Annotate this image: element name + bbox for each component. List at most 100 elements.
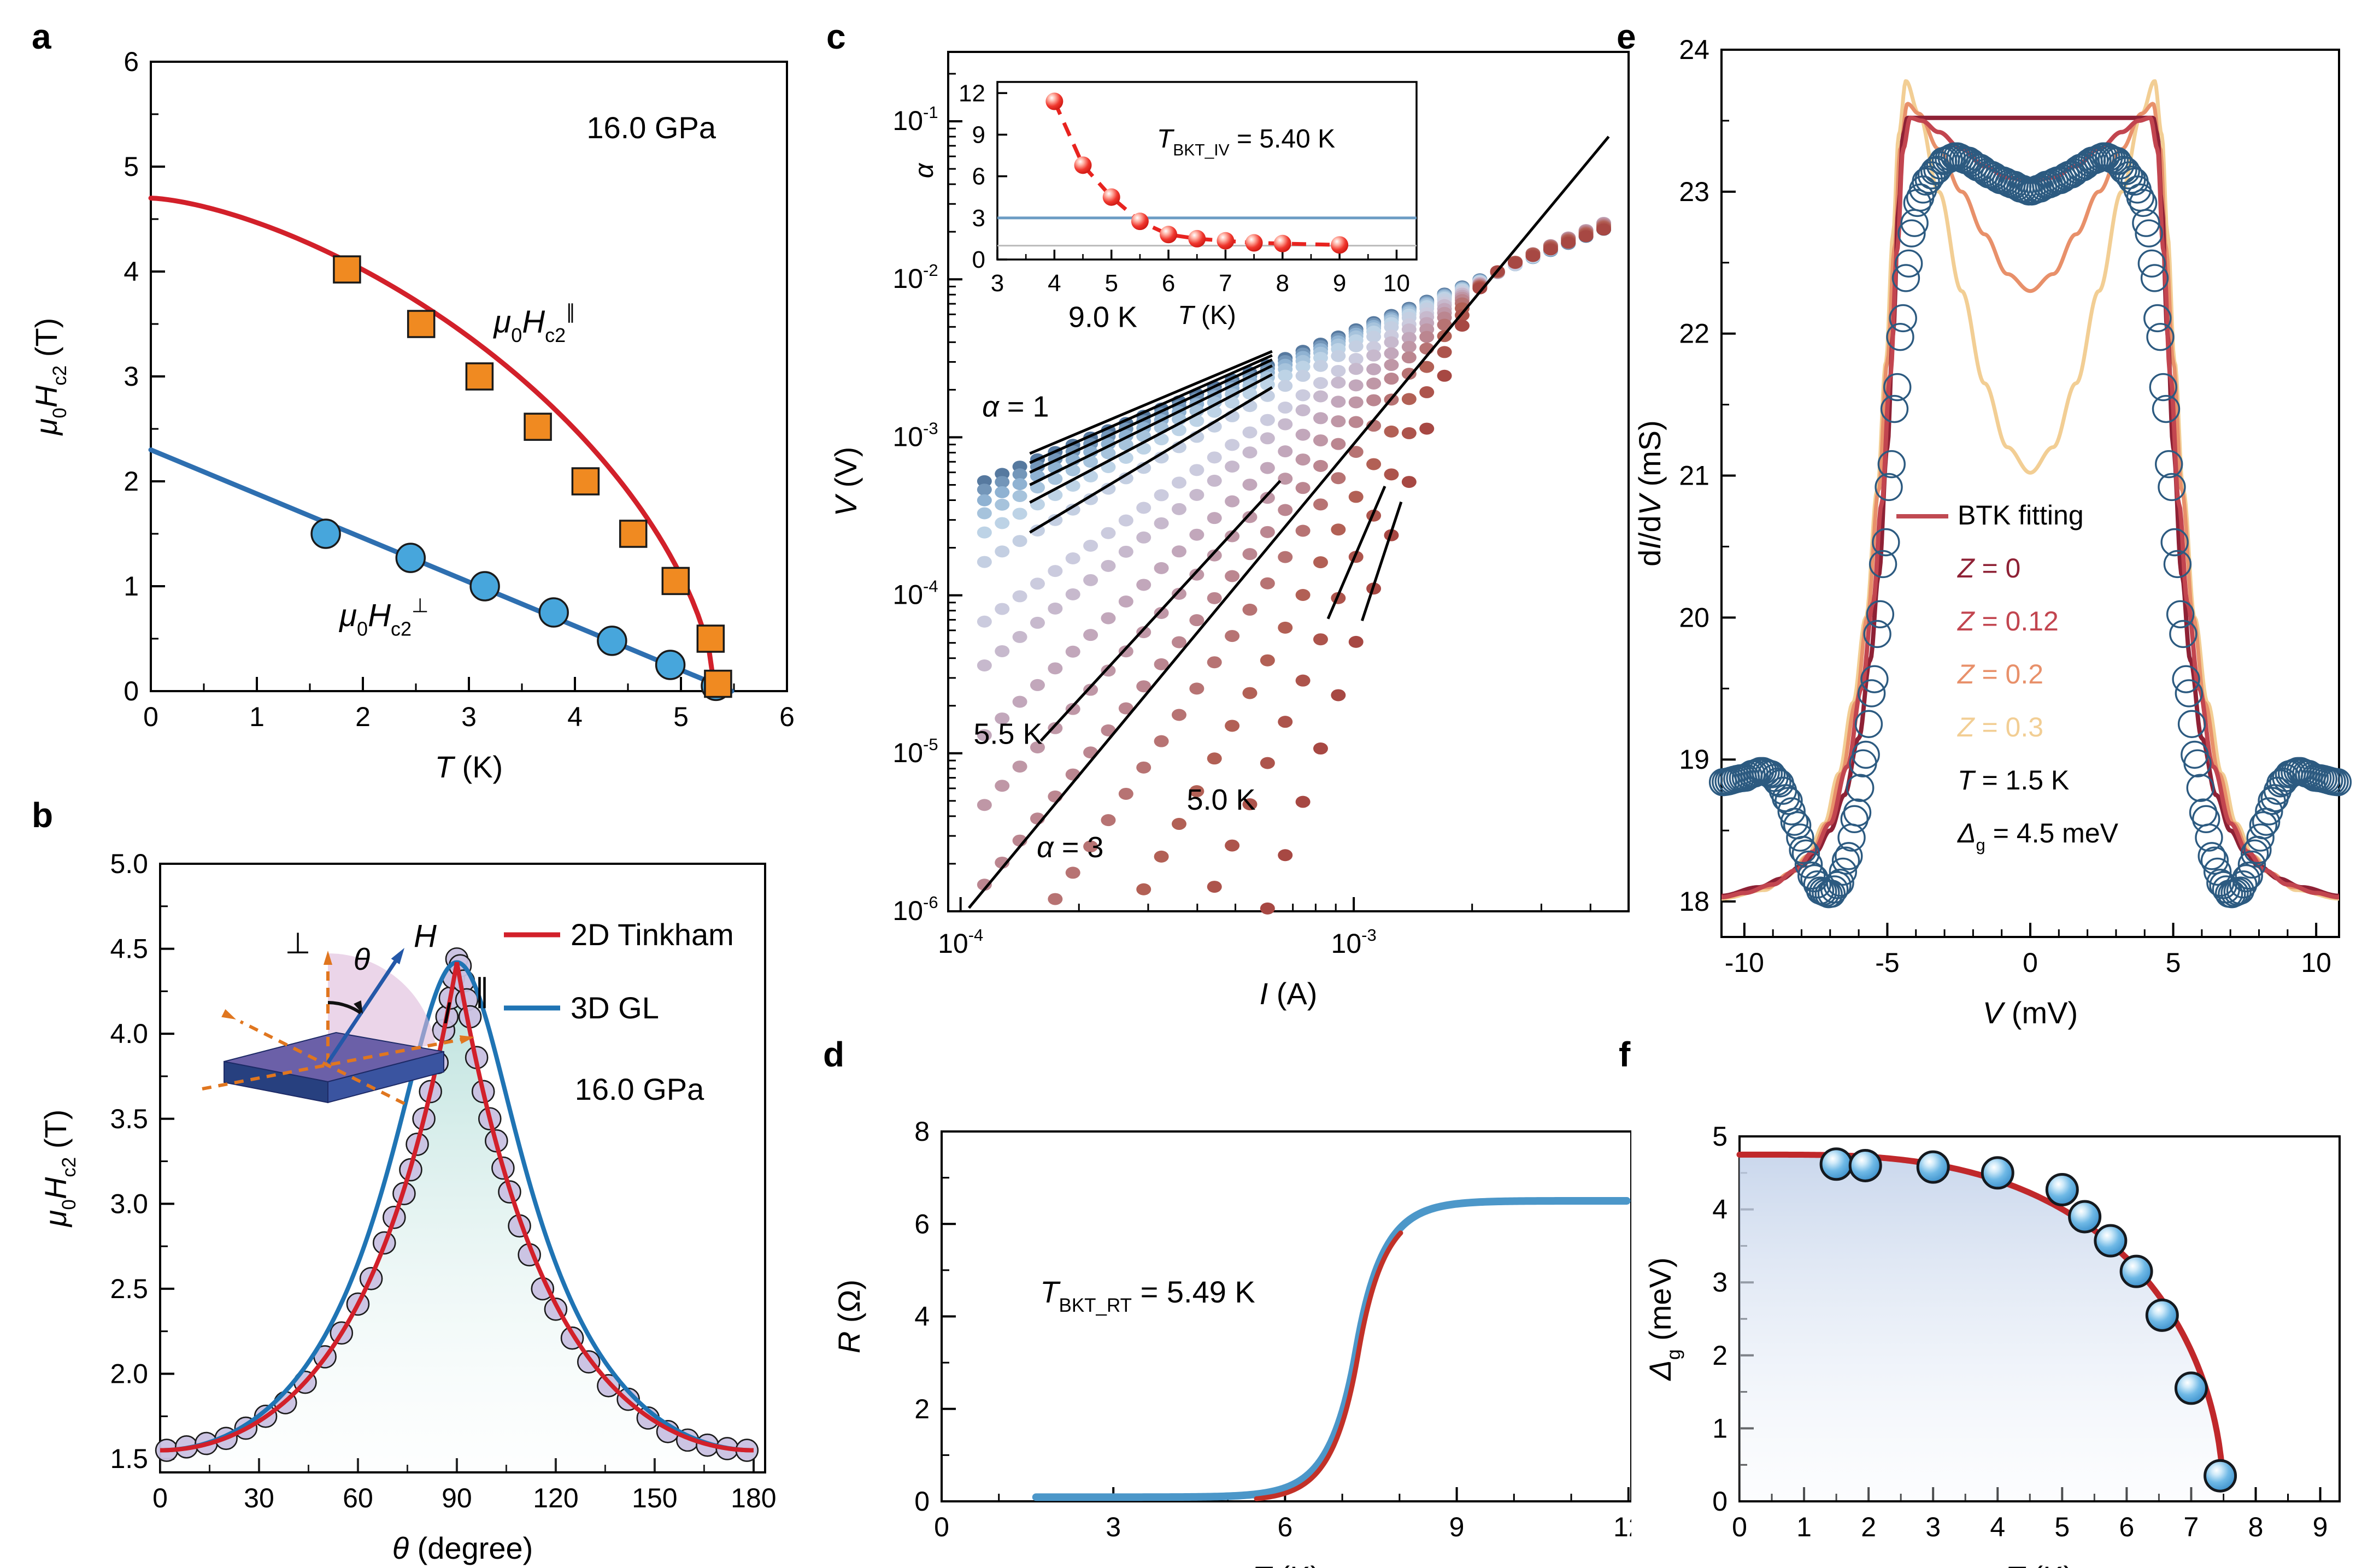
- svg-text:3: 3: [972, 205, 985, 232]
- svg-text:9: 9: [972, 121, 985, 148]
- svg-text:30: 30: [244, 1483, 274, 1513]
- svg-text:150: 150: [632, 1483, 677, 1513]
- svg-text:4: 4: [914, 1301, 930, 1332]
- svg-text:0: 0: [934, 1512, 949, 1542]
- svg-text:0: 0: [124, 676, 139, 706]
- svg-text:μ0Hc2 (T): μ0Hc2 (T): [29, 318, 70, 437]
- svg-text:24: 24: [1679, 34, 1709, 65]
- svg-text:1: 1: [1712, 1413, 1728, 1443]
- svg-text:9: 9: [2313, 1512, 2328, 1542]
- svg-text:3: 3: [991, 270, 1004, 297]
- svg-text:T (K): T (K): [2006, 1560, 2073, 1568]
- svg-text:6: 6: [972, 163, 985, 190]
- svg-text:R (Ω): R (Ω): [832, 1280, 866, 1353]
- svg-text:90: 90: [442, 1483, 472, 1513]
- svg-text:6: 6: [914, 1209, 930, 1239]
- svg-text:4: 4: [1712, 1194, 1728, 1225]
- panel-a-label: a: [32, 17, 51, 56]
- svg-text:7: 7: [2184, 1512, 2199, 1542]
- panel-f-gap-vs-T: 0 1 2 3 4 5 6 7 8 9 0 1 2 3 4 5 T (K) Δg (meV): [1634, 1057, 2362, 1568]
- svg-text:0: 0: [914, 1486, 930, 1517]
- svg-text:5: 5: [1104, 270, 1118, 297]
- svg-text:1: 1: [249, 702, 265, 732]
- svg-text:3: 3: [1712, 1267, 1728, 1298]
- svg-text:10-4: 10-4: [892, 577, 938, 610]
- panel-b-label: b: [32, 795, 54, 835]
- panel-a-hc2-vs-T: 0 1 2 3 4 5 6 0 1 2 3 4 5 6 T (K) μ0Hc2 (T) 16.0 GPa μ0Hc…: [22, 8, 814, 787]
- svg-text:6: 6: [1162, 270, 1175, 297]
- svg-text:3.0: 3.0: [110, 1188, 148, 1219]
- panel-a-chart: 0 1 2 3 4 5 6 0 1 2 3 4 5 6 T (K) μ0Hc2 (T) 16.0 GPa μ0Hc…: [29, 46, 795, 784]
- svg-text:6: 6: [124, 46, 139, 77]
- panel-d-chart: 0 3 6 9 12 0 2 4 6 8 T (K) R (Ω) TBKT_RT = 5.49 K: [832, 1116, 1631, 1568]
- svg-text:8: 8: [914, 1116, 930, 1147]
- svg-text:θ: θ: [354, 942, 370, 976]
- svg-text:3: 3: [461, 702, 477, 732]
- svg-text:5.5 K: 5.5 K: [973, 717, 1042, 750]
- svg-text:T = 1.5 K: T = 1.5 K: [1958, 765, 2069, 795]
- svg-text:T (K): T (K): [1253, 1560, 1320, 1568]
- svg-text:T (K): T (K): [1178, 301, 1236, 330]
- svg-text:6: 6: [1277, 1512, 1292, 1542]
- svg-text:4.0: 4.0: [110, 1018, 148, 1049]
- svg-text:2D Tinkham: 2D Tinkham: [571, 917, 734, 952]
- svg-text:16.0 GPa: 16.0 GPa: [575, 1072, 704, 1106]
- svg-text:3.5: 3.5: [110, 1104, 148, 1134]
- svg-text:V (mV): V (mV): [1983, 995, 2078, 1030]
- svg-text:5: 5: [1712, 1121, 1728, 1152]
- svg-text:5: 5: [2166, 947, 2181, 978]
- svg-text:12: 12: [959, 80, 985, 107]
- svg-text:0: 0: [972, 246, 985, 273]
- panel-d-label: d: [823, 1035, 845, 1074]
- svg-text:T (K): T (K): [435, 750, 503, 784]
- svg-text:4.5: 4.5: [110, 934, 148, 964]
- svg-text:TBKT_RT = 5.49 K: TBKT_RT = 5.49 K: [1040, 1275, 1255, 1316]
- svg-text:3: 3: [124, 361, 139, 392]
- svg-text:5: 5: [2054, 1512, 2070, 1542]
- svg-text:1: 1: [124, 571, 139, 602]
- svg-text:-10: -10: [1725, 947, 1764, 978]
- svg-text:0: 0: [152, 1483, 168, 1513]
- panel-f-chart: 0 1 2 3 4 5 6 7 8 9 0 1 2 3 4 5 T (K) Δg (meV): [1643, 1121, 2341, 1568]
- panel-d-resistance-transition: 0 3 6 9 12 0 2 4 6 8 T (K) R (Ω) TBKT_RT = 5.49 K: [820, 1057, 1631, 1568]
- panel-e-label: e: [1617, 17, 1636, 56]
- svg-text:19: 19: [1679, 744, 1709, 775]
- svg-text:TBKT_IV = 5.40 K: TBKT_IV = 5.40 K: [1157, 125, 1335, 159]
- svg-text:0: 0: [143, 702, 158, 732]
- svg-text:H: H: [414, 918, 437, 954]
- svg-text:16.0 GPa: 16.0 GPa: [586, 110, 716, 145]
- svg-text:2.5: 2.5: [110, 1274, 148, 1304]
- svg-text:3D GL: 3D GL: [571, 991, 659, 1025]
- svg-text:α = 1: α = 1: [982, 391, 1049, 423]
- svg-text:2: 2: [1861, 1512, 1876, 1542]
- svg-text:2: 2: [1712, 1340, 1728, 1371]
- svg-text:120: 120: [533, 1483, 578, 1513]
- svg-text:μ0Hc2∥: μ0Hc2∥: [492, 300, 575, 346]
- svg-text:I: I: [443, 995, 451, 1030]
- svg-text:4: 4: [567, 702, 583, 732]
- svg-text:dI/dV (mS): dI/dV (mS): [1634, 420, 1667, 567]
- svg-text:10-5: 10-5: [892, 735, 938, 768]
- svg-text:5: 5: [673, 702, 689, 732]
- svg-text:Z = 0: Z = 0: [1957, 553, 2020, 583]
- panel-c-label: c: [826, 17, 846, 56]
- svg-text:θ (degree): θ (degree): [392, 1531, 533, 1565]
- svg-text:1.5: 1.5: [110, 1443, 148, 1474]
- svg-text:8: 8: [2248, 1512, 2264, 1542]
- svg-text:10-4: 10-4: [938, 926, 983, 959]
- svg-text:Δg = 4.5 meV: Δg = 4.5 meV: [1957, 818, 2119, 854]
- svg-text:9.0 K: 9.0 K: [1068, 300, 1137, 333]
- svg-text:22: 22: [1679, 319, 1709, 349]
- panel-b-chart: 0 30 60 90 120 150 180 1.5 2.0 2.5 3.0 3.5 4.0 4.5 5.0…: [38, 848, 777, 1565]
- svg-text:∥: ∥: [474, 973, 490, 1009]
- svg-text:2.0: 2.0: [110, 1359, 148, 1389]
- svg-text:2: 2: [124, 466, 139, 497]
- svg-text:1: 1: [1796, 1512, 1812, 1542]
- svg-text:8: 8: [1276, 270, 1289, 297]
- svg-text:23: 23: [1679, 176, 1709, 207]
- svg-text:BTK fitting: BTK fitting: [1958, 500, 2084, 530]
- svg-text:⊥: ⊥: [285, 927, 310, 960]
- svg-text:0: 0: [1712, 1486, 1728, 1517]
- svg-text:4: 4: [124, 256, 139, 287]
- svg-text:10-3: 10-3: [1331, 926, 1377, 959]
